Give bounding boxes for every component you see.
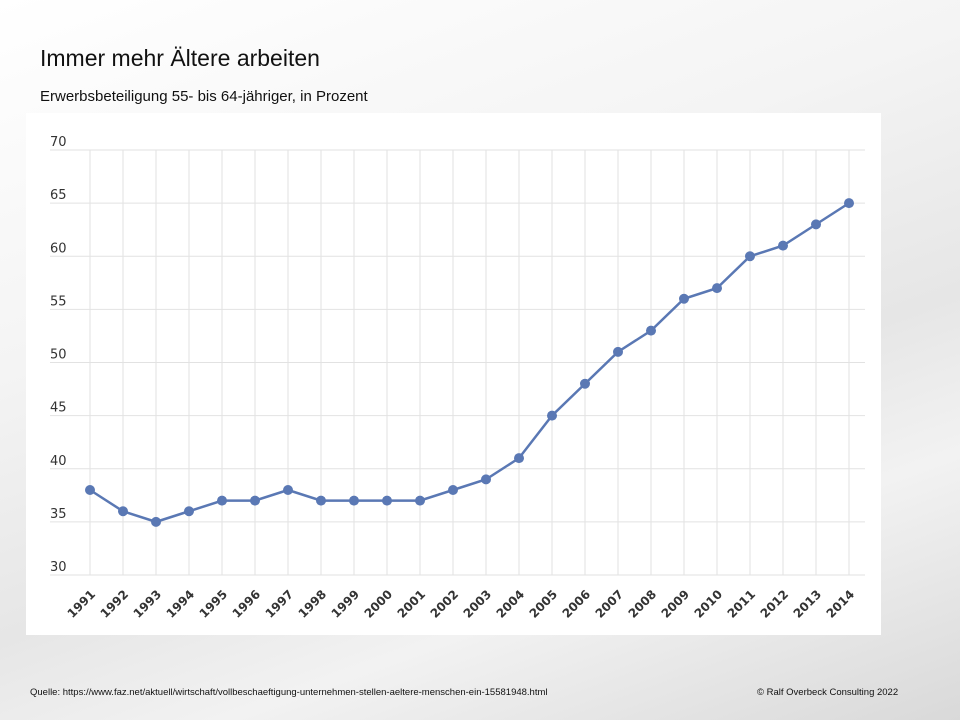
- x-tick-label: 2012: [758, 587, 792, 621]
- data-point: [349, 495, 359, 506]
- data-point: [415, 495, 425, 506]
- x-tick-label: 2002: [428, 587, 462, 621]
- x-tick-label: 1999: [329, 587, 363, 621]
- x-tick-label: 1991: [65, 587, 99, 621]
- y-tick-label: 55: [50, 294, 67, 309]
- x-tick-label: 1992: [98, 587, 132, 621]
- x-tick-label: 2014: [824, 587, 858, 621]
- data-point: [844, 198, 854, 209]
- y-tick-label: 60: [50, 241, 67, 256]
- y-tick-label: 50: [50, 348, 67, 363]
- data-point: [184, 506, 194, 517]
- data-point: [382, 495, 392, 506]
- x-tick-label: 1996: [230, 587, 264, 621]
- x-tick-label: 1993: [131, 587, 165, 621]
- y-tick-label: 35: [50, 507, 67, 522]
- slide-title: Immer mehr Ältere arbeiten: [40, 45, 320, 71]
- data-point: [811, 219, 821, 230]
- x-tick-label: 2005: [527, 587, 561, 621]
- data-point: [151, 516, 161, 527]
- data-point: [745, 251, 755, 262]
- x-tick-label: 2000: [362, 587, 396, 621]
- x-tick-label: 2003: [461, 587, 495, 621]
- x-tick-label: 1998: [296, 587, 330, 621]
- data-point: [646, 325, 656, 336]
- copyright-text: © Ralf Overbeck Consulting 2022: [757, 687, 899, 698]
- data-point: [250, 495, 260, 506]
- slide-subtitle: Erwerbsbeteiligung 55- bis 64-jähriger, …: [40, 88, 368, 105]
- data-point: [481, 474, 491, 485]
- data-point: [679, 293, 689, 304]
- source-text: Quelle: https://www.faz.net/aktuell/wirt…: [30, 687, 548, 698]
- x-tick-label: 1995: [197, 587, 231, 621]
- data-point: [217, 495, 227, 506]
- data-point: [514, 453, 524, 464]
- data-point: [316, 495, 326, 506]
- x-tick-label: 2007: [593, 587, 627, 621]
- data-point: [613, 346, 623, 357]
- y-tick-label: 45: [50, 401, 67, 416]
- x-tick-label: 2004: [494, 587, 528, 621]
- x-tick-label: 1997: [263, 587, 297, 621]
- x-tick-label: 2009: [659, 587, 693, 621]
- y-tick-label: 30: [50, 560, 67, 575]
- x-tick-label: 2008: [626, 587, 660, 621]
- data-point: [778, 240, 788, 251]
- y-tick-label: 70: [50, 135, 67, 150]
- x-tick-label: 2010: [692, 587, 726, 621]
- series-line: [89, 202, 850, 524]
- x-tick-label: 2011: [725, 587, 759, 621]
- data-point: [547, 410, 557, 421]
- x-tick-label: 2013: [791, 587, 825, 621]
- data-point: [118, 506, 128, 517]
- y-tick-label: 40: [50, 454, 67, 469]
- data-point: [85, 485, 95, 495]
- data-point: [580, 378, 590, 389]
- data-point: [283, 485, 293, 495]
- x-tick-label: 2006: [560, 587, 594, 621]
- x-tick-label: 2001: [395, 587, 429, 621]
- x-tick-label: 1994: [164, 587, 198, 621]
- y-tick-label: 65: [50, 188, 67, 203]
- data-point: [448, 485, 458, 495]
- data-point: [712, 283, 722, 294]
